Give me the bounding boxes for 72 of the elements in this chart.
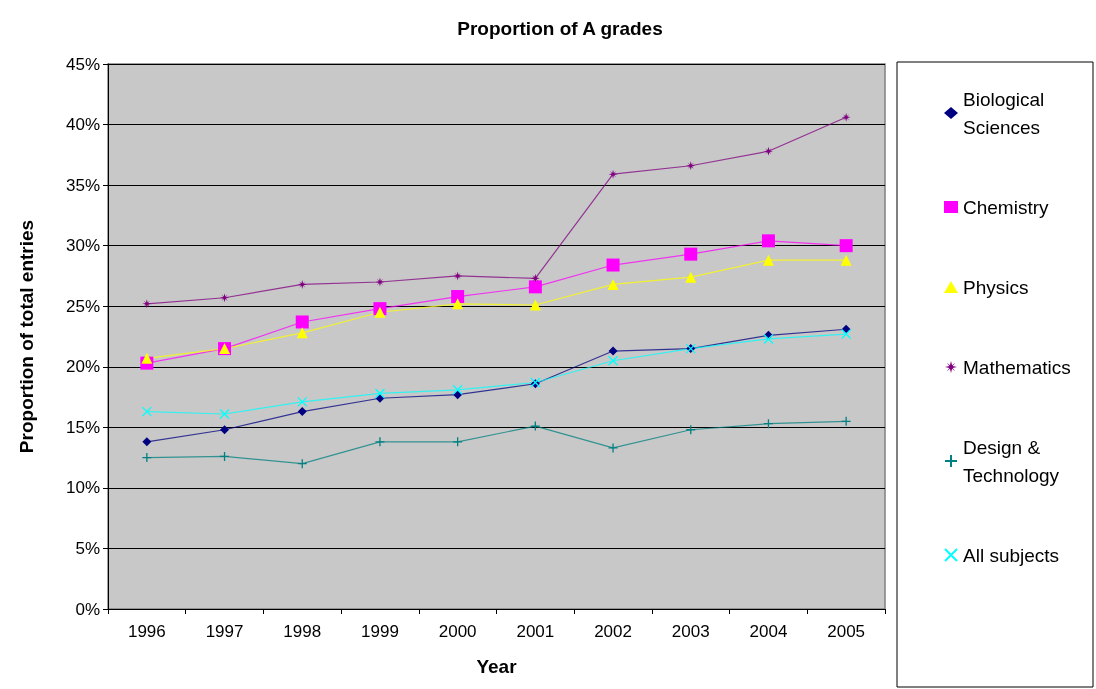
point [375,277,385,287]
point [142,437,152,447]
x-tick-label: 1996 [127,622,166,641]
x-tick-label: 2004 [749,622,788,641]
y-tick-label: 45% [65,54,100,74]
x-tick-label: 1999 [361,622,399,641]
point [452,436,463,448]
point [297,396,308,408]
point [761,234,775,248]
point [452,384,463,395]
y-tick-label: 30% [65,236,100,256]
point [685,271,697,283]
point [374,306,386,318]
y-tick-label: 10% [65,478,100,498]
legend-label: Physics [963,276,1029,298]
point [297,279,307,289]
point [763,146,773,156]
y-axis-title: Proportion of total entries [16,219,37,454]
point [530,273,540,283]
point [453,271,463,281]
point [374,436,386,448]
point [142,299,152,309]
x-tick-label: 2005 [827,622,866,641]
point [839,239,853,253]
point [451,290,465,304]
y-tick-label: 5% [75,538,100,558]
point [141,352,153,364]
legend-label: Design & Technology [963,436,1060,486]
x-tick-label: 2001 [516,622,555,641]
x-tick-label: 2002 [594,622,632,641]
point [528,280,542,294]
point [606,258,620,272]
point [763,333,774,345]
point [607,278,619,290]
x-tick-label: 1997 [205,622,244,641]
point [452,298,464,310]
chart-title: Proportion of A grades [457,18,663,39]
point [219,408,230,420]
legend-label: Biological Sciences [963,88,1050,138]
y-tick-label: 15% [65,417,100,437]
point [295,315,309,329]
point [220,293,230,303]
point [684,247,698,261]
point [220,425,230,435]
point [841,328,852,340]
point [607,442,619,454]
point [686,161,696,171]
legend-label: Chemistry [963,196,1050,218]
legend-label: Mathematics [963,356,1071,378]
point [608,169,618,179]
y-tick-label: 0% [75,599,100,619]
point [374,388,386,399]
y-tick-label: 25% [65,296,100,316]
y-tick-label: 35% [65,175,100,195]
legend-label: All subjects [963,544,1060,566]
point [762,254,774,266]
point [840,254,852,266]
x-tick-label: 2003 [671,622,710,641]
point [607,355,619,366]
point [841,112,851,122]
point [296,327,308,339]
point [297,407,307,417]
x-tick-label: 2000 [438,622,477,641]
point [141,452,152,463]
y-tick-label: 40% [65,115,100,135]
x-tick-label: 1998 [283,622,322,641]
y-tick-label: 20% [65,357,100,377]
point [141,406,152,417]
x-axis-title: Year [476,656,518,677]
point [608,346,618,356]
point [530,420,541,432]
point [529,299,541,311]
